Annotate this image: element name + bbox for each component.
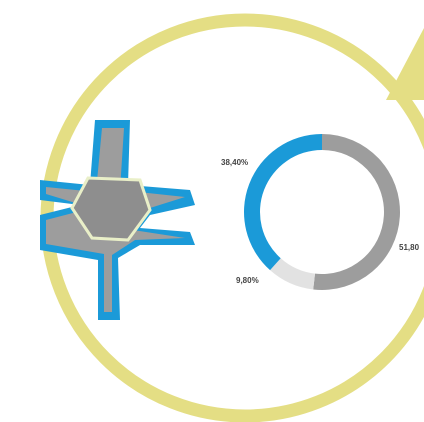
donut-chart bbox=[243, 134, 401, 290]
donut-segment bbox=[313, 134, 401, 290]
donut-segment bbox=[243, 134, 322, 271]
value-label: 51,80 bbox=[399, 243, 420, 252]
value-label: 9,80% bbox=[236, 276, 259, 285]
donut-segment bbox=[270, 258, 316, 290]
value-label: 38,40% bbox=[221, 158, 248, 167]
intersection-map bbox=[40, 120, 195, 320]
